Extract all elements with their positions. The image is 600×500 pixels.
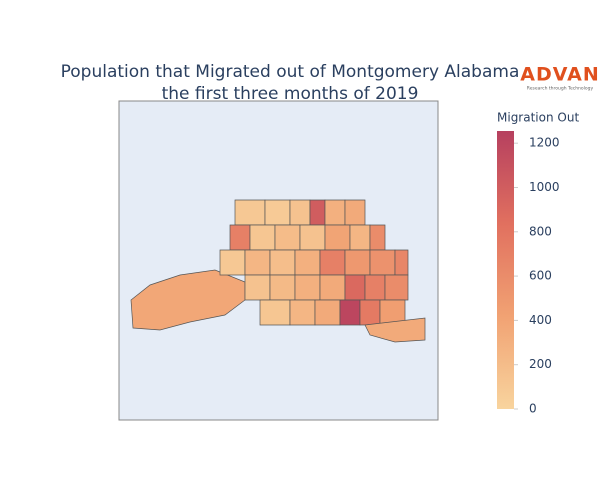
region (289, 299, 316, 326)
region (309, 199, 326, 226)
region (349, 224, 371, 251)
colorbar-tick-label: 400 (529, 313, 552, 327)
region (234, 199, 266, 226)
logo-tagline: Research through Technology (527, 86, 594, 92)
region (319, 249, 346, 276)
region (274, 224, 301, 251)
region (369, 224, 386, 251)
region (394, 249, 409, 276)
colorbar-tick-label: 600 (529, 269, 552, 283)
colorbar-tick-label: 1200 (529, 136, 560, 150)
region (269, 274, 296, 301)
region (244, 249, 271, 276)
region (324, 224, 351, 251)
title-line: the first three months of 2019 (162, 84, 419, 104)
regions (130, 199, 426, 343)
region (344, 274, 366, 301)
region (319, 274, 346, 301)
region (294, 249, 321, 276)
region (364, 317, 426, 343)
region (269, 249, 296, 276)
colorbar-tick-label: 0 (529, 402, 537, 416)
colorbar-tick-label: 200 (529, 357, 552, 371)
region (229, 224, 251, 251)
region (219, 249, 246, 276)
region (299, 224, 326, 251)
colorbar-tick-label: 1000 (529, 180, 560, 194)
region (344, 249, 371, 276)
region (359, 299, 381, 326)
region (314, 299, 341, 326)
region (294, 274, 321, 301)
region (264, 199, 291, 226)
region (384, 274, 409, 301)
region (259, 299, 291, 326)
region (324, 199, 346, 226)
title-line: Population that Migrated out of Montgome… (61, 62, 520, 82)
region (339, 299, 361, 326)
colorbar-tick-label: 800 (529, 224, 552, 238)
region (364, 274, 386, 301)
region (289, 199, 311, 226)
colorbar-title: Migration Out (497, 111, 579, 125)
region (249, 224, 276, 251)
logo: ADVAN (520, 64, 600, 86)
region (369, 249, 396, 276)
region (344, 199, 366, 226)
region (244, 274, 271, 301)
colorbar (497, 131, 514, 409)
